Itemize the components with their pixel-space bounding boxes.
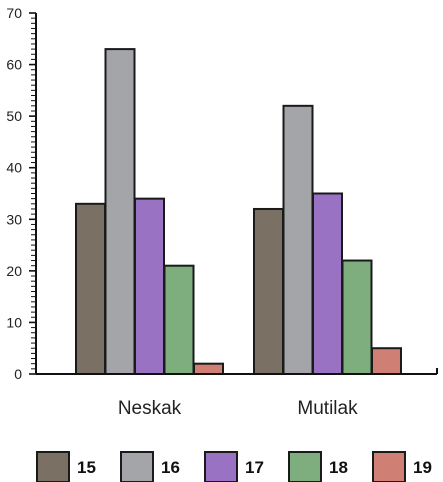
- y-tick-label: 0: [14, 366, 22, 382]
- y-tick-label: 10: [6, 314, 22, 330]
- y-tick-label: 40: [6, 160, 22, 176]
- y-tick-label: 60: [6, 57, 22, 73]
- bar-mutilak-15: [253, 207, 284, 375]
- legend-swatch-15: [36, 451, 70, 482]
- legend-label-15: 15: [77, 458, 96, 477]
- y-tick-label: 20: [6, 263, 22, 279]
- bar-mutilak-17: [312, 192, 343, 375]
- bar-neskak-17: [134, 197, 165, 375]
- bar-mutilak-19: [371, 347, 402, 376]
- y-axis: 0 10 20 30 40 50 60 70: [6, 5, 37, 382]
- x-axis: Neskak Mutilak: [36, 368, 438, 419]
- bar-neskak-16: [104, 48, 136, 375]
- bar-neskak-15: [75, 202, 106, 375]
- legend-swatch-17: [204, 451, 238, 482]
- bar-neskak-18: [163, 264, 195, 376]
- legend-swatch-18: [288, 451, 322, 482]
- legend-label-18: 18: [329, 458, 348, 477]
- bar-mutilak-18: [341, 259, 373, 375]
- legend-swatch-16: [120, 451, 154, 482]
- legend: 15 16 17 18 19: [36, 451, 432, 482]
- y-tick-label: 30: [6, 211, 22, 227]
- bar-mutilak-16: [282, 104, 314, 375]
- x-category-label: Mutilak: [297, 398, 358, 419]
- bars: [75, 48, 402, 376]
- legend-label-16: 16: [161, 458, 180, 477]
- bar-neskak-19: [193, 362, 224, 375]
- x-category-label: Neskak: [118, 398, 182, 419]
- y-tick-label: 50: [6, 108, 22, 124]
- legend-label-17: 17: [245, 458, 264, 477]
- y-tick-label: 70: [6, 5, 22, 21]
- legend-label-19: 19: [413, 458, 432, 477]
- legend-swatch-19: [372, 451, 406, 482]
